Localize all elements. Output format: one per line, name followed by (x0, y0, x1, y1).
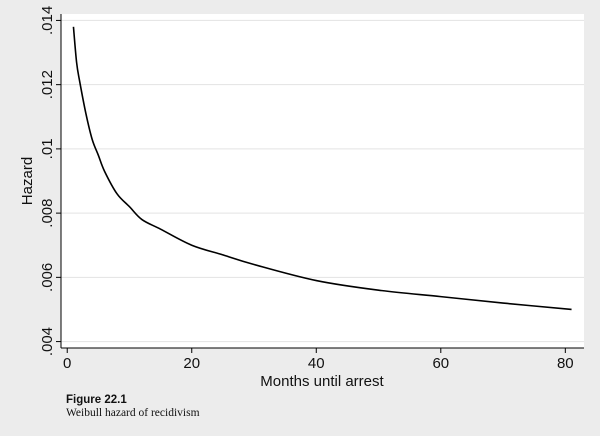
x-tick-label: 80 (557, 355, 574, 372)
y-tick-label: .012 (39, 70, 56, 99)
x-axis-title: Months until arrest (260, 373, 384, 390)
y-tick-label: .006 (39, 263, 56, 292)
figure-caption: Figure 22.1 Weibull hazard of recidivism (66, 394, 200, 420)
y-tick-label: .01 (39, 138, 56, 159)
y-tick-label: .014 (39, 6, 56, 35)
series-line (72, 26, 572, 311)
y-tick-label: .004 (39, 327, 56, 356)
x-tick-label: 20 (183, 355, 200, 372)
x-axis-ticks: 0 20 40 60 80 (63, 348, 574, 372)
figure-label: Figure 22.1 (66, 394, 127, 406)
y-tick-label: .008 (39, 199, 56, 228)
plot-area (61, 14, 584, 348)
figure-description: Weibull hazard of recidivism (66, 407, 200, 420)
grid-lines (61, 19, 584, 343)
x-tick-label: 0 (63, 355, 71, 372)
y-axis-ticks: .004 .006 .008 .01 .012 .014 (39, 6, 61, 356)
x-tick-label: 40 (308, 355, 325, 372)
x-tick-label: 60 (432, 355, 449, 372)
y-axis-title: Hazard (19, 157, 36, 205)
